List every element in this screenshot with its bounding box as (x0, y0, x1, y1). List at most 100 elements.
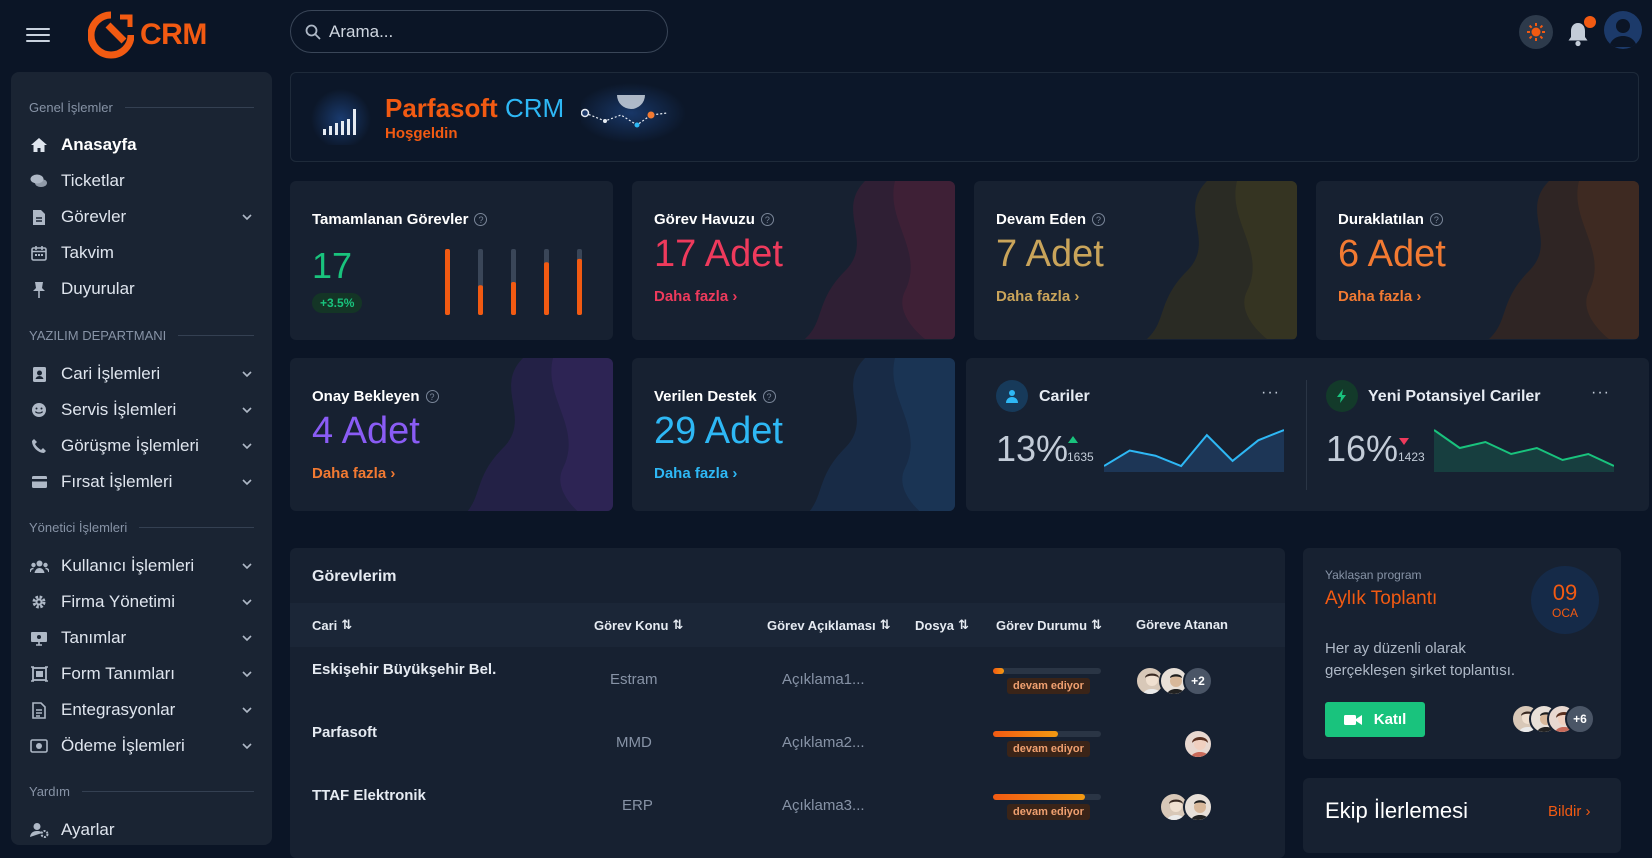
avatar[interactable] (1183, 792, 1213, 822)
sidebar-item-odeme-islemleri[interactable]: Ödeme İşlemleri (29, 731, 254, 761)
sidebar-item-gorevler[interactable]: Görevler (29, 202, 254, 232)
stat-title: Cariler (1039, 388, 1090, 405)
help-icon[interactable]: ? (762, 390, 776, 403)
table-row[interactable]: Parfasoft MMD Açıklama2... devam ediyor (290, 714, 1285, 777)
more-link[interactable]: Daha fazla › (1338, 288, 1422, 305)
logo[interactable]: CRM (88, 10, 207, 60)
chevron-down-icon (242, 743, 252, 750)
theme-toggle-button[interactable] (1519, 15, 1553, 49)
help-icon[interactable]: ? (474, 213, 488, 226)
more-options-button[interactable]: ··· (1591, 384, 1610, 401)
avatar[interactable] (1183, 729, 1213, 759)
notifications-button[interactable] (1565, 16, 1596, 48)
sun-icon (1527, 23, 1545, 41)
sidebar-item-label: Servis İşlemleri (61, 400, 177, 419)
sidebar-item-gorusme-islemleri[interactable]: Görüşme İşlemleri (29, 431, 254, 461)
menu-toggle-button[interactable] (26, 25, 52, 45)
sidebar-item-ayarlar[interactable]: Ayarlar (29, 815, 254, 845)
mini-bar (478, 285, 483, 315)
search-input[interactable] (329, 21, 649, 42)
table-row[interactable]: Eskişehir Büyükşehir Bel. Estram Açıklam… (290, 651, 1285, 714)
upcoming-program-card: Yaklaşan program Aylık Toplantı 09 OCA H… (1303, 548, 1621, 759)
sidebar-item-takvim[interactable]: Takvim (29, 238, 254, 268)
card-support-given: Verilen Destek? 29 Adet Daha fazla › (632, 358, 955, 511)
sidebar-item-entegrasyonlar[interactable]: Entegrasyonlar (29, 695, 254, 725)
sidebar-item-label: Takvim (61, 243, 114, 262)
card-completed-tasks: Tamamlanan Görevler? 17 +3.5% (290, 181, 613, 340)
status-badge: devam ediyor (1007, 678, 1090, 694)
chevron-down-icon (242, 671, 252, 678)
status-badge: devam ediyor (1007, 741, 1090, 757)
delta-badge: +3.5% (312, 293, 363, 313)
more-link[interactable]: Daha fazla › (654, 288, 738, 305)
card-value: 4 Adet (312, 410, 420, 452)
sidebar-item-tanimlar[interactable]: Tanımlar (29, 623, 254, 653)
sparkline-line (1104, 429, 1284, 468)
user-cog-icon (29, 820, 49, 840)
sidebar-item-label: Fırsat İşlemleri (61, 472, 173, 491)
more-options-button[interactable]: ··· (1261, 384, 1280, 401)
column-header-cari[interactable]: Cari ⇅ (312, 617, 353, 633)
table-row[interactable]: TTAF Elektronik ERP Açıklama3... devam e… (290, 777, 1285, 840)
join-button[interactable]: Katıl (1325, 702, 1425, 737)
sidebar-item-label: Entegrasyonlar (61, 700, 176, 719)
sidebar-item-label: Görevler (61, 207, 127, 226)
smile-icon (29, 400, 49, 420)
more-attendees-badge[interactable]: +6 (1565, 704, 1595, 734)
tasks-title: Görevlerim (312, 568, 397, 585)
help-icon[interactable]: ? (1092, 213, 1106, 226)
sidebar-item-anasayfa[interactable]: Anasayfa (29, 130, 254, 160)
cell-konu: Estram (610, 671, 658, 688)
date-month: OCA (1551, 606, 1578, 620)
help-icon[interactable]: ? (1429, 213, 1443, 226)
more-link[interactable]: Daha fazla › (312, 465, 396, 482)
mini-bar (544, 262, 549, 315)
sidebar-item-label: Duyurular (61, 279, 135, 298)
user-avatar-button[interactable] (1604, 11, 1642, 49)
sidebar-item-kullanici-islemleri[interactable]: Kullanıcı İşlemleri (29, 551, 254, 581)
contact-icon (29, 364, 49, 384)
more-link[interactable]: Daha fazla › (654, 465, 738, 482)
column-header-konu[interactable]: Görev Konu ⇅ (594, 617, 684, 633)
sidebar-item-label: Tanımlar (61, 628, 127, 647)
more-assignees-badge[interactable]: +2 (1183, 666, 1213, 696)
help-icon[interactable]: ? (425, 390, 439, 403)
column-header-dosya[interactable]: Dosya ⇅ (915, 617, 969, 633)
chevron-down-icon (242, 407, 252, 414)
sidebar-item-firma-yonetimi[interactable]: Firma Yönetimi (29, 587, 254, 617)
card-title: Duraklatılan? (1338, 211, 1443, 228)
more-link[interactable]: Daha fazla › (996, 288, 1080, 305)
column-header-durum[interactable]: Görev Durumu ⇅ (996, 617, 1102, 633)
sidebar: Genel İşlemler Anasayfa Ticketlar Görevl… (11, 72, 272, 845)
card-value: 17 Adet (654, 233, 783, 275)
help-icon[interactable]: ? (760, 213, 774, 226)
decorative-blob (1147, 181, 1297, 339)
doc-icon (29, 700, 49, 720)
sidebar-item-servis-islemleri[interactable]: Servis İşlemleri (29, 395, 254, 425)
sidebar-item-ticketlar[interactable]: Ticketlar (29, 166, 254, 196)
stat-count: 1635 (1067, 450, 1094, 464)
search-bar[interactable] (290, 10, 668, 53)
card-pending-approval: Onay Bekleyen? 4 Adet Daha fazla › (290, 358, 613, 511)
sidebar-item-cari-islemleri[interactable]: Cari İşlemleri (29, 359, 254, 389)
notification-dot (1584, 16, 1596, 28)
network-illustration (581, 83, 686, 143)
file-icon (29, 207, 49, 227)
program-label: Yaklaşan program (1325, 568, 1422, 582)
column-header-atanan: Göreve Atanan (1136, 617, 1228, 632)
report-link[interactable]: Bildir › (1548, 803, 1591, 820)
column-header-aciklama[interactable]: Görev Açıklaması ⇅ (767, 617, 891, 633)
sidebar-item-label: Cari İşlemleri (61, 364, 161, 383)
card-title: Devam Eden? (996, 211, 1106, 228)
bolt-icon (1326, 380, 1358, 412)
card-value: 7 Adet (996, 233, 1104, 275)
sidebar-item-firsat-islemleri[interactable]: Fırsat İşlemleri (29, 467, 254, 497)
sidebar-item-form-tanimlari[interactable]: Form Tanımları (29, 659, 254, 689)
user-icon (1609, 19, 1637, 47)
welcome-title: Parfasoft CRM (385, 93, 565, 123)
sidebar-item-duyurular[interactable]: Duyurular (29, 274, 254, 304)
card-paused: Duraklatılan? 6 Adet Daha fazla › (1316, 181, 1639, 340)
sidebar-item-label: Ödeme İşlemleri (61, 736, 185, 755)
cell-cari: Parfasoft (312, 724, 378, 741)
cell-konu: ERP (622, 797, 653, 814)
